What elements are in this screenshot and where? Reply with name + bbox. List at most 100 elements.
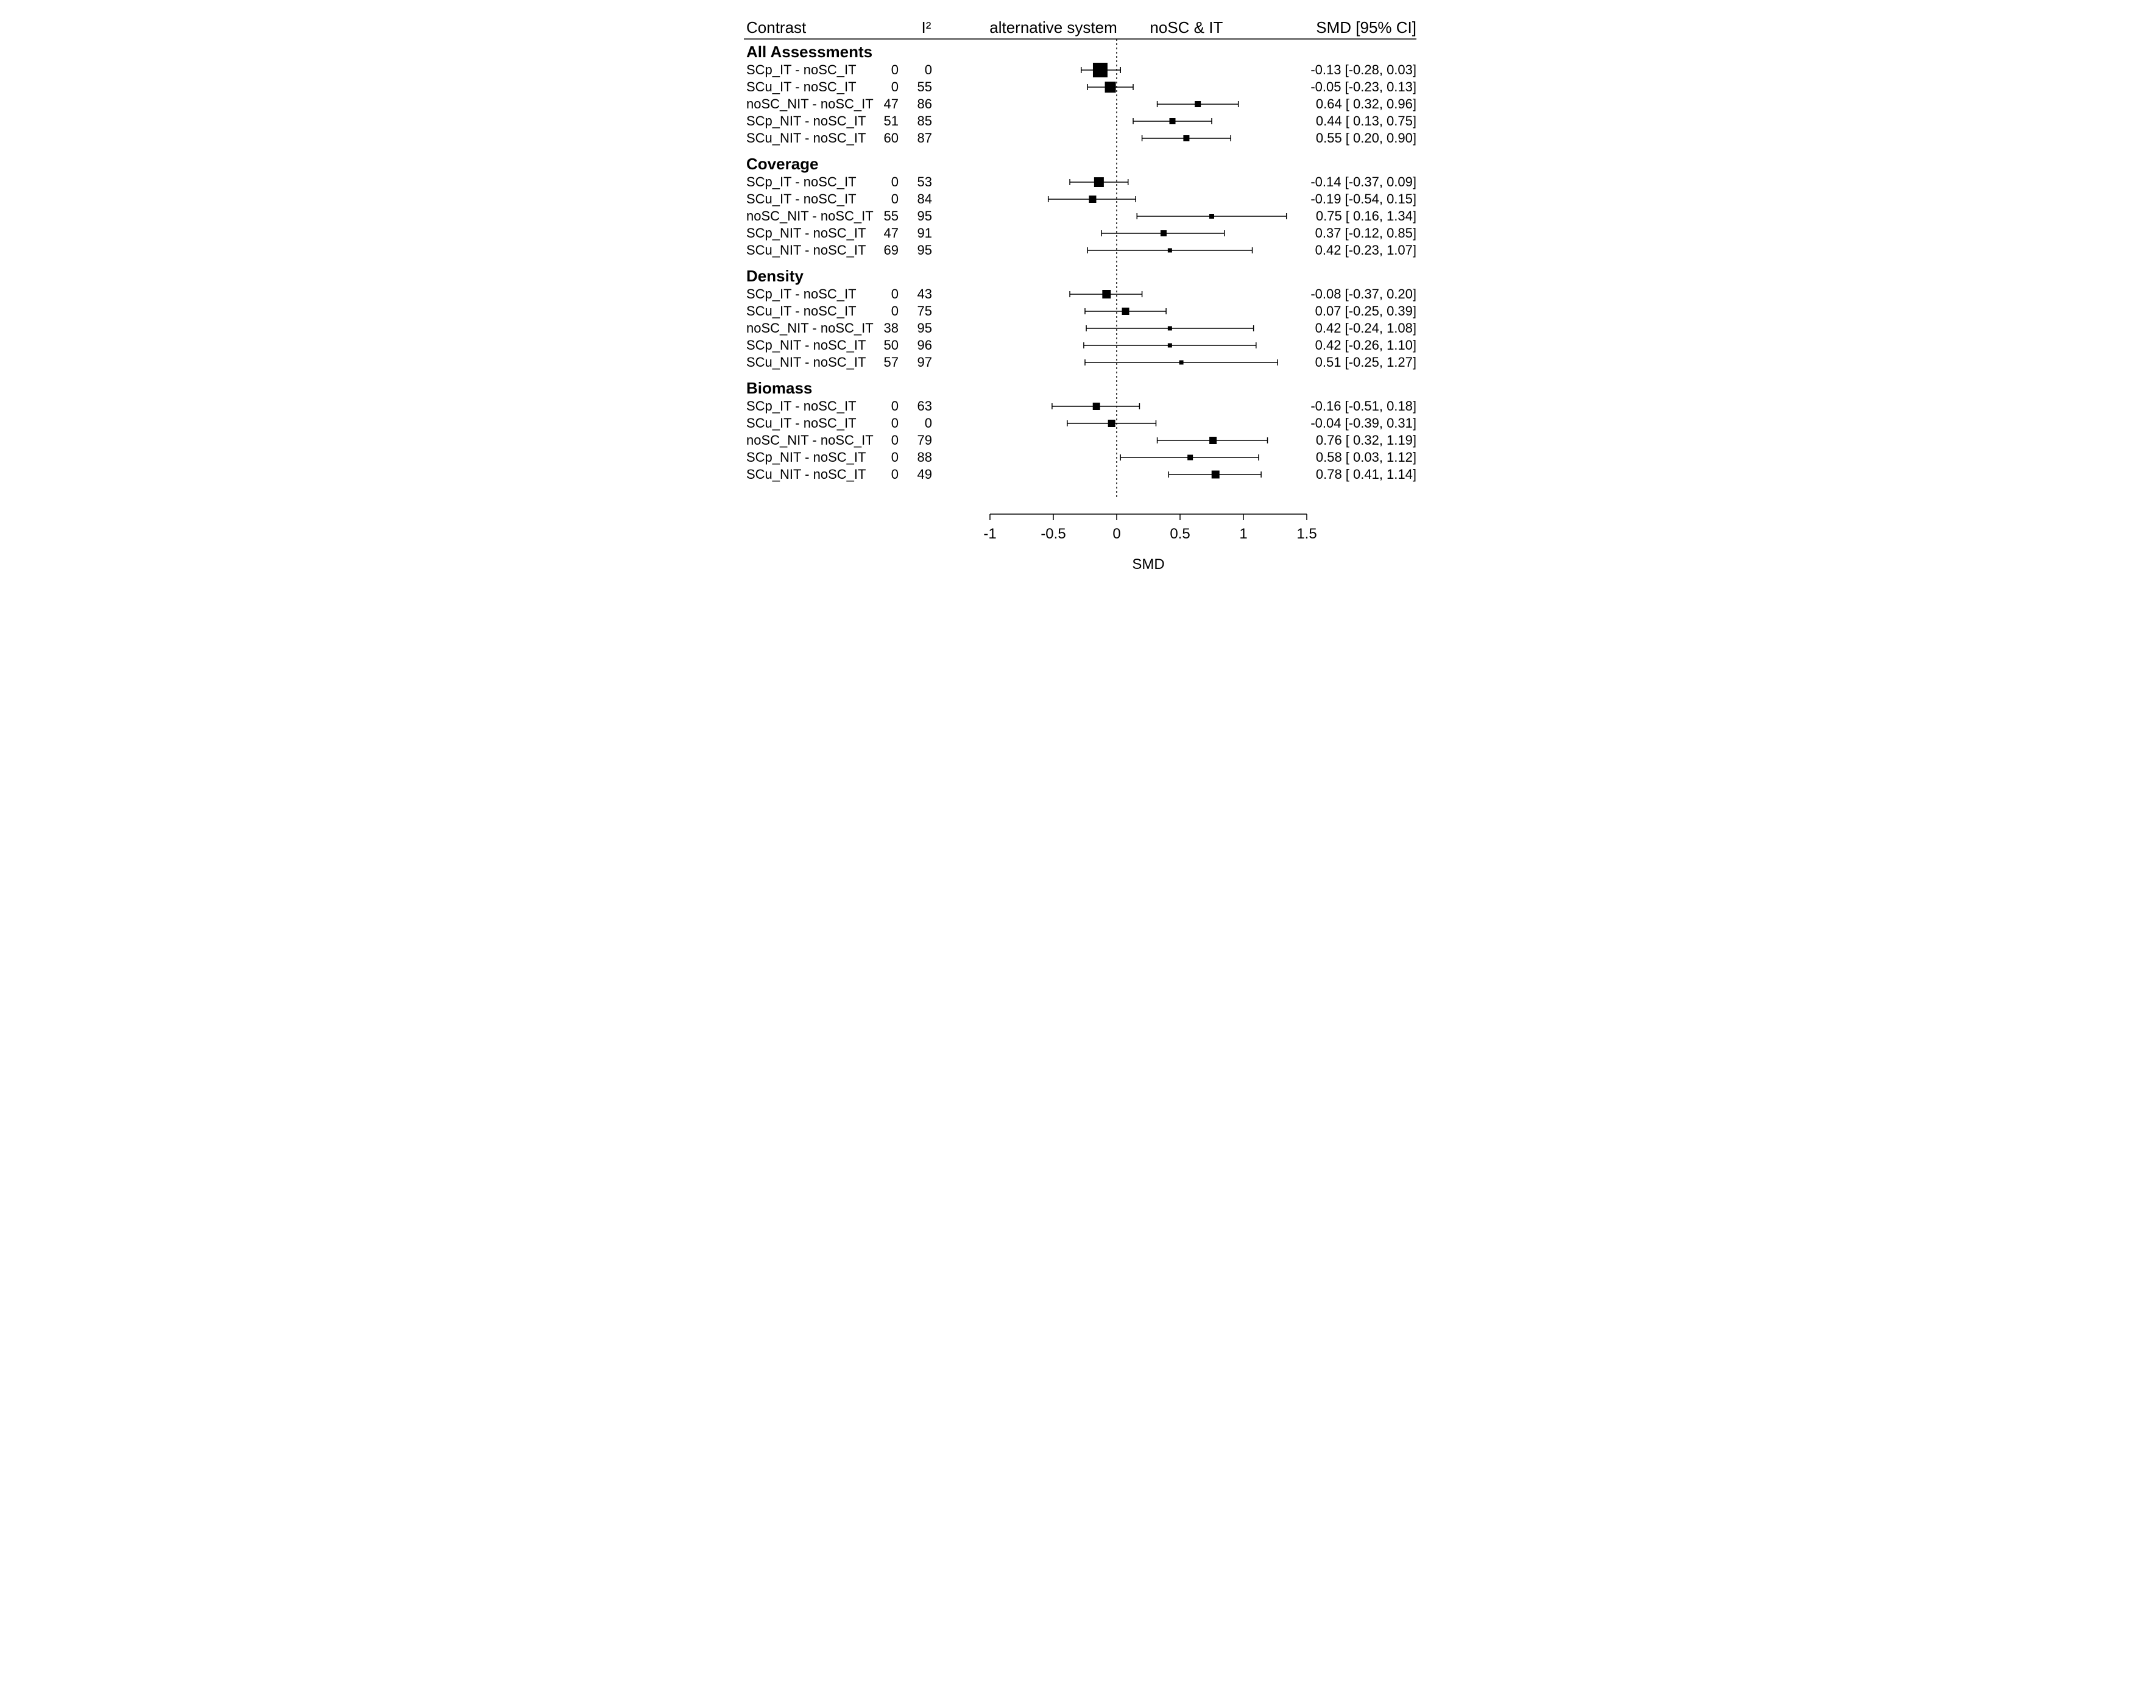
forest-svg: ContrastI²alternative systemnoSC & ITSMD…	[728, 12, 1429, 581]
point-estimate	[1167, 344, 1172, 348]
i2-col1: 57	[883, 355, 898, 370]
effect-text: 0.58 [ 0.03, 1.12]	[1315, 450, 1416, 465]
effect-text: -0.13 [-0.28, 0.03]	[1310, 62, 1416, 77]
header-contrast: Contrast	[746, 18, 807, 37]
i2-col1: 0	[891, 303, 898, 319]
contrast-label: SCu_NIT - noSC_IT	[746, 242, 866, 258]
contrast-label: SCu_IT - noSC_IT	[746, 303, 857, 319]
contrast-label: SCu_IT - noSC_IT	[746, 415, 857, 431]
point-estimate	[1092, 403, 1100, 410]
contrast-label: SCp_NIT - noSC_IT	[746, 337, 866, 353]
i2-col1: 0	[891, 432, 898, 448]
i2-col2: 96	[917, 337, 931, 353]
i2-col1: 47	[883, 225, 898, 241]
i2-col1: 51	[883, 113, 898, 129]
point-estimate	[1187, 455, 1193, 461]
point-estimate	[1102, 290, 1111, 298]
i2-col2: 0	[924, 415, 931, 431]
point-estimate	[1167, 326, 1172, 331]
point-estimate	[1169, 118, 1175, 124]
x-tick-label: 1.5	[1296, 526, 1317, 542]
group-title: Biomass	[746, 379, 812, 397]
i2-col1: 0	[891, 191, 898, 206]
contrast-label: SCu_IT - noSC_IT	[746, 191, 857, 206]
contrast-label: noSC_NIT - noSC_IT	[746, 96, 874, 111]
x-tick-label: -1	[983, 526, 996, 542]
i2-col1: 0	[891, 415, 898, 431]
i2-col1: 69	[883, 242, 898, 258]
contrast-label: noSC_NIT - noSC_IT	[746, 320, 874, 336]
i2-col2: 63	[917, 398, 931, 414]
effect-text: 0.07 [-0.25, 0.39]	[1315, 303, 1416, 319]
point-estimate	[1122, 308, 1129, 315]
i2-col1: 47	[883, 96, 898, 111]
point-estimate	[1211, 471, 1219, 479]
effect-text: -0.14 [-0.37, 0.09]	[1310, 174, 1416, 189]
i2-col2: 55	[917, 79, 931, 94]
effect-text: 0.51 [-0.25, 1.27]	[1315, 355, 1416, 370]
effect-text: 0.78 [ 0.41, 1.14]	[1315, 467, 1416, 482]
point-estimate	[1089, 196, 1096, 203]
contrast-label: SCu_NIT - noSC_IT	[746, 130, 866, 146]
i2-col2: 91	[917, 225, 931, 241]
point-estimate	[1209, 214, 1214, 219]
header-alt-region: alternative system	[989, 18, 1117, 37]
effect-text: 0.37 [-0.12, 0.85]	[1315, 225, 1416, 241]
i2-col2: 84	[917, 191, 931, 206]
point-estimate	[1160, 230, 1166, 236]
point-estimate	[1092, 63, 1107, 77]
i2-col2: 79	[917, 432, 931, 448]
point-estimate	[1195, 101, 1201, 107]
i2-col2: 87	[917, 130, 931, 146]
contrast-label: SCp_IT - noSC_IT	[746, 286, 857, 302]
i2-col2: 86	[917, 96, 931, 111]
effect-text: 0.42 [-0.24, 1.08]	[1315, 320, 1416, 336]
header-i2: I²	[921, 18, 931, 37]
point-estimate	[1179, 361, 1183, 365]
effect-text: -0.05 [-0.23, 0.13]	[1310, 79, 1416, 94]
header-effect: SMD [95% CI]	[1316, 18, 1416, 37]
contrast-label: SCp_IT - noSC_IT	[746, 174, 857, 189]
i2-col1: 0	[891, 174, 898, 189]
effect-text: 0.55 [ 0.20, 0.90]	[1315, 130, 1416, 146]
effect-text: 0.76 [ 0.32, 1.19]	[1315, 432, 1416, 448]
i2-col1: 0	[891, 398, 898, 414]
contrast-label: SCp_IT - noSC_IT	[746, 398, 857, 414]
point-estimate	[1108, 420, 1115, 427]
i2-col2: 95	[917, 242, 931, 258]
x-axis-label: SMD	[1132, 556, 1164, 573]
i2-col2: 97	[917, 355, 931, 370]
point-estimate	[1105, 82, 1115, 93]
i2-col1: 50	[883, 337, 898, 353]
i2-col1: 55	[883, 208, 898, 224]
effect-text: -0.08 [-0.37, 0.20]	[1310, 286, 1416, 302]
effect-text: 0.42 [-0.26, 1.10]	[1315, 337, 1416, 353]
effect-text: -0.19 [-0.54, 0.15]	[1310, 191, 1416, 206]
i2-col2: 85	[917, 113, 931, 129]
group-title: All Assessments	[746, 43, 872, 61]
contrast-label: SCu_IT - noSC_IT	[746, 79, 857, 94]
i2-col2: 75	[917, 303, 931, 319]
contrast-label: SCu_NIT - noSC_IT	[746, 355, 866, 370]
point-estimate	[1167, 249, 1172, 253]
i2-col2: 43	[917, 286, 931, 302]
i2-col2: 95	[917, 320, 931, 336]
x-tick-label: 1	[1239, 526, 1247, 542]
effect-text: -0.04 [-0.39, 0.31]	[1310, 415, 1416, 431]
i2-col1: 38	[883, 320, 898, 336]
group-title: Coverage	[746, 155, 819, 173]
contrast-label: noSC_NIT - noSC_IT	[746, 208, 874, 224]
i2-col1: 0	[891, 467, 898, 482]
contrast-label: SCp_NIT - noSC_IT	[746, 113, 866, 129]
i2-col2: 88	[917, 450, 931, 465]
contrast-label: noSC_NIT - noSC_IT	[746, 432, 874, 448]
effect-text: 0.44 [ 0.13, 0.75]	[1315, 113, 1416, 129]
contrast-label: SCu_NIT - noSC_IT	[746, 467, 866, 482]
i2-col1: 0	[891, 79, 898, 94]
forest-plot: ContrastI²alternative systemnoSC & ITSMD…	[728, 12, 1429, 581]
x-tick-label: 0	[1112, 526, 1120, 542]
x-tick-label: -0.5	[1041, 526, 1066, 542]
i2-col2: 95	[917, 208, 931, 224]
effect-text: 0.64 [ 0.32, 0.96]	[1315, 96, 1416, 111]
contrast-label: SCp_NIT - noSC_IT	[746, 450, 866, 465]
